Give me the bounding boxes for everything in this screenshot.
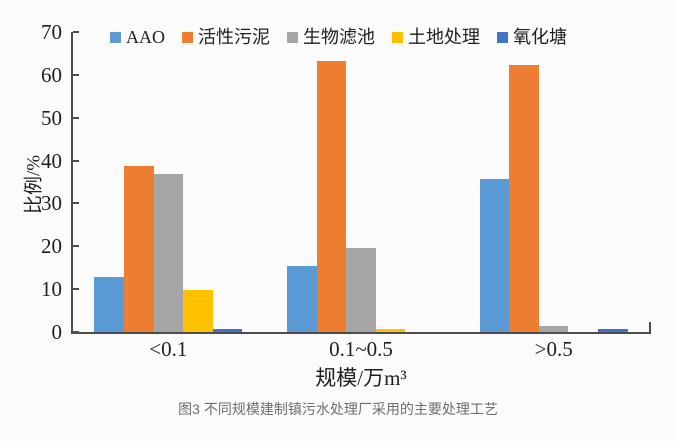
legend-marker-icon [497, 31, 508, 43]
y-tick-mark-10 [73, 288, 79, 291]
legend-marker-icon [287, 31, 298, 43]
legend-label: 氧化塘 [513, 27, 567, 47]
bar-活性污泥->0.5 [509, 64, 539, 332]
x-axis-line [71, 332, 651, 334]
y-axis-title: 比例/% [23, 154, 45, 215]
y-tick-mark-30 [73, 202, 79, 205]
y-tick-label-0: 0 [51, 320, 63, 344]
bar-土地处理-0.1~0.5 [375, 329, 406, 332]
y-tick-label-50: 50 [41, 105, 62, 130]
y-tick-mark-50 [73, 116, 79, 119]
legend-item-AAO: AAO [110, 27, 165, 47]
y-tick-mark-70 [73, 31, 79, 33]
bar-氧化塘-<0.1 [212, 329, 243, 332]
y-tick-mark-60 [73, 73, 79, 76]
legend-marker-icon [182, 31, 193, 43]
bar-活性污泥-0.1~0.5 [316, 60, 347, 332]
bar-生物滤池-<0.1 [153, 173, 184, 332]
legend: AAO 活性污泥 生物滤池 土地处理 氧化塘 [110, 27, 567, 47]
legend-marker-icon [110, 31, 121, 43]
y-tick-label-60: 60 [41, 62, 62, 87]
y-tick-mark-40 [73, 159, 79, 162]
bar-土地处理-<0.1 [183, 290, 213, 332]
figure-caption: 图3 不同规模建制镇污水处理厂采用的主要处理工艺 [178, 401, 498, 417]
legend-item-活性污泥: 活性污泥 [182, 27, 270, 47]
bar-活性污泥-<0.1 [123, 166, 154, 332]
legend-item-氧化塘: 氧化塘 [497, 27, 567, 47]
x-category-label-0.1~0.5: 0.1~0.5 [329, 337, 393, 361]
y-tick-mark-0 [73, 331, 79, 333]
y-tick-label-70: 70 [41, 20, 62, 44]
x-axis-end-tick [649, 322, 651, 332]
y-tick-label-20: 20 [41, 234, 62, 259]
bar-生物滤池->0.5 [538, 326, 569, 332]
legend-marker-icon [392, 31, 403, 43]
x-axis-title: 规模/万m³ [315, 366, 407, 390]
legend-item-土地处理: 土地处理 [392, 27, 480, 47]
x-category-label-<0.1: <0.1 [149, 337, 188, 361]
bar-生物滤池-0.1~0.5 [346, 247, 376, 332]
y-tick-label-40: 40 [41, 148, 62, 173]
x-category-label->0.5: >0.5 [534, 337, 573, 361]
bar-AAO-<0.1 [94, 277, 124, 332]
y-tick-label-30: 30 [41, 191, 62, 216]
bar-氧化塘->0.5 [598, 328, 628, 332]
y-axis-line [71, 32, 73, 334]
legend-label: 土地处理 [408, 27, 480, 47]
bar-AAO->0.5 [479, 178, 510, 332]
legend-item-生物滤池: 生物滤池 [287, 27, 375, 47]
y-tick-mark-20 [73, 245, 79, 248]
bar-AAO-0.1~0.5 [287, 266, 317, 332]
y-tick-label-10: 10 [41, 277, 62, 302]
legend-label: AAO [126, 27, 165, 47]
legend-label: 活性污泥 [198, 27, 270, 47]
legend-label: 生物滤池 [303, 27, 375, 47]
